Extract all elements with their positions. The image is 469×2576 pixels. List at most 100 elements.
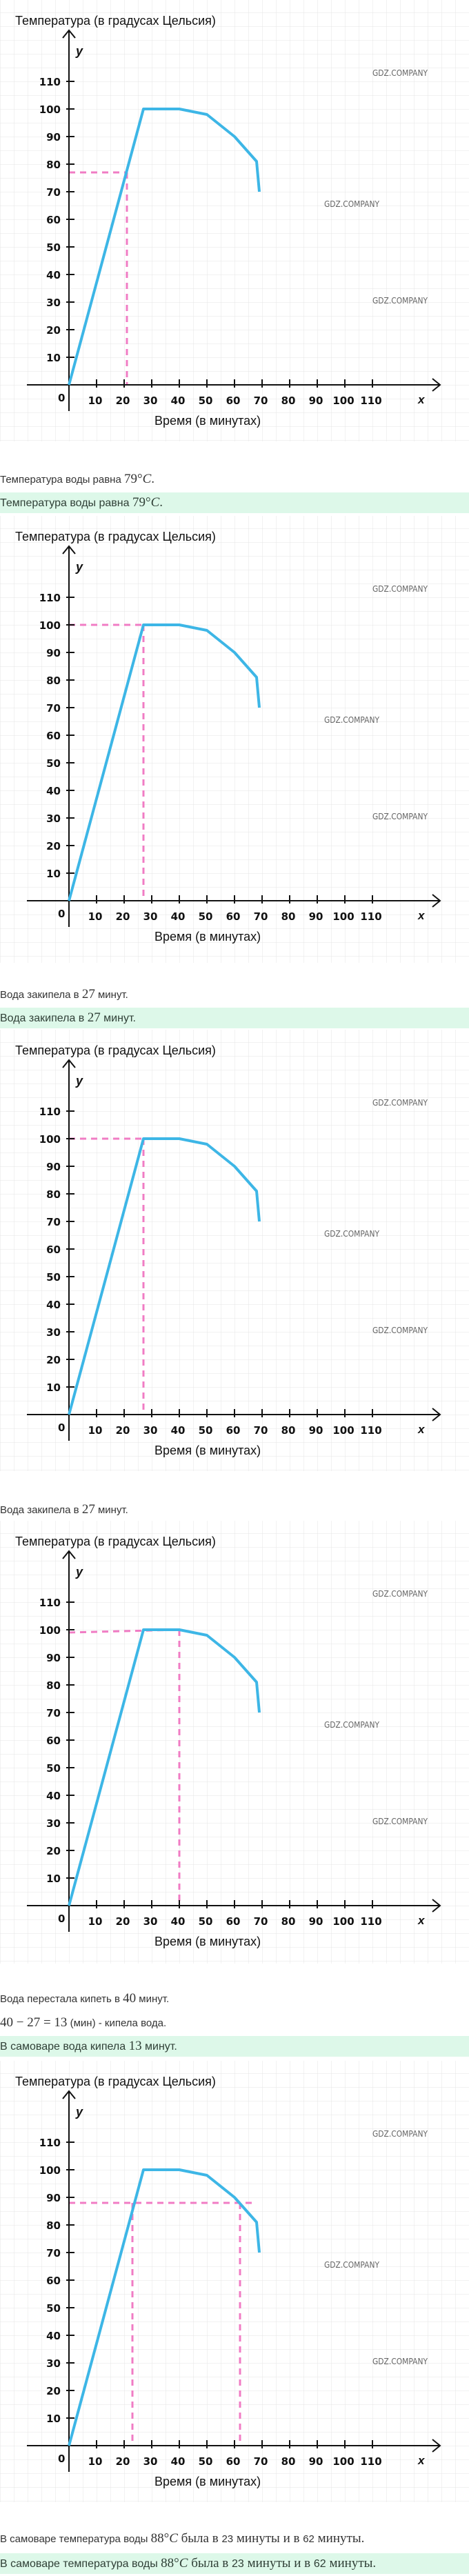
y-tick-label: 40	[46, 1790, 61, 1802]
x-tick-label: 100	[332, 1424, 354, 1437]
x-axis-title: Время (в минутах)	[154, 930, 261, 943]
x-tick-label: 10	[88, 1915, 103, 1928]
x-tick-label: 100	[332, 2455, 354, 2468]
solution-text: 40 − 27 = 13 (мин) - кипела вода.	[0, 2013, 469, 2033]
x-tick-label: 60	[226, 1915, 241, 1928]
x-tick-label: 90	[309, 2455, 323, 2468]
watermark: GDZ.COMPANY	[324, 199, 380, 209]
x-tick-label: 50	[199, 1424, 213, 1437]
x-tick-label: 30	[143, 2455, 158, 2468]
x-tick-label: 10	[88, 910, 103, 923]
y-tick-label: 70	[46, 1707, 61, 1719]
y-tick-label: 100	[39, 103, 61, 116]
math-value: 88°	[161, 2556, 179, 2570]
x-tick-label: 100	[332, 1915, 354, 1928]
y-tick-label: 80	[46, 675, 61, 687]
chart-title: Температура (в градусах Цельсия)	[15, 530, 216, 543]
math-value: C	[179, 2556, 188, 2570]
math-value: C	[169, 2531, 178, 2546]
solution-text: Температура воды равна 79°C.	[0, 469, 469, 490]
grid-background	[0, 0, 469, 441]
x-tick-label: 110	[360, 2455, 381, 2468]
watermark: GDZ.COMPANY	[372, 1326, 428, 1335]
x-tick-label: 110	[360, 1424, 381, 1437]
x-tick-label: 80	[281, 1915, 296, 1928]
watermark: GDZ.COMPANY	[324, 2260, 380, 2270]
x-tick-label: 60	[226, 1424, 241, 1437]
y-tick-label: 10	[46, 352, 61, 364]
math-value: 88°	[150, 2531, 170, 2546]
y-tick-label: 100	[39, 1133, 61, 1146]
x-tick-label: 30	[143, 395, 158, 407]
grid-background	[0, 1521, 469, 1964]
y-axis-arrow-icon	[62, 545, 76, 555]
y-tick-label: 20	[46, 1354, 61, 1366]
y-tick-label: 20	[46, 324, 61, 337]
temperature-chart: 10 20 30 40 50 60 70 80 90 100 110 10 20 30 40 50 60 70 80…	[0, 1521, 469, 1964]
x-tick-label: 80	[281, 1424, 296, 1437]
text-segment: 62	[303, 2533, 315, 2545]
watermark: GDZ.COMPANY	[372, 812, 428, 821]
watermark: GDZ.COMPANY	[372, 1589, 428, 1599]
x-tick-label: 70	[254, 1424, 268, 1437]
y-tick-label: 110	[39, 76, 61, 88]
watermark: GDZ.COMPANY	[372, 584, 428, 594]
y-tick-label: 10	[46, 2413, 61, 2425]
y-tick-label: 30	[46, 297, 61, 309]
watermark: GDZ.COMPANY	[372, 68, 428, 78]
x-tick-label: 40	[171, 1424, 186, 1437]
y-tick-label: 70	[46, 2247, 61, 2259]
text-segment: Вода закипела в	[0, 1504, 82, 1516]
y-tick-label: 50	[46, 757, 61, 770]
y-tick-label: 80	[46, 1679, 61, 1692]
y-tick-label: 60	[46, 1244, 61, 1256]
y-tick-label: 110	[39, 2137, 61, 2149]
y-tick-label: 50	[46, 2302, 61, 2315]
text-segment: В самоваре температура воды	[0, 2558, 161, 2570]
y-tick-label: 60	[46, 730, 61, 742]
math-value: .	[151, 472, 155, 486]
y-tick-label: 90	[46, 1161, 61, 1173]
y-tick-label: 30	[46, 1817, 61, 1830]
x-axis-title: Время (в минутах)	[154, 414, 261, 428]
y-tick-label: 80	[46, 2219, 61, 2232]
watermark: GDZ.COMPANY	[324, 1720, 380, 1730]
y-tick-label: 110	[39, 1597, 61, 1609]
x-tick-label: 50	[199, 910, 213, 923]
origin-label: 0	[58, 908, 65, 920]
x-tick-label: 50	[199, 2455, 213, 2468]
solution-text: В самоваре температура воды 88°C была в …	[0, 2528, 469, 2549]
solution-text: Вода закипела в 27 минут.	[0, 984, 469, 1005]
x-tick-label: 60	[226, 910, 241, 923]
chart-title: Температура (в градусах Цельсия)	[15, 1535, 216, 1548]
x-tick-label: 70	[254, 395, 268, 407]
x-tick-label: 30	[143, 1915, 158, 1928]
x-tick-label: 10	[88, 1424, 103, 1437]
watermark: GDZ.COMPANY	[324, 1229, 380, 1239]
y-axis-arrow-icon	[62, 1550, 76, 1559]
y-tick-label: 30	[46, 1326, 61, 1339]
x-axis-title: Время (в минутах)	[154, 2475, 261, 2488]
solution-text: Вода закипела в 27 минут.	[0, 1499, 469, 1520]
text-segment: Вода закипела в	[0, 1012, 88, 1024]
text-segment: минут.	[136, 1993, 170, 2005]
math-value: минуты.	[314, 2531, 365, 2546]
y-tick-label: 60	[46, 2275, 61, 2287]
text-segment: Температура воды равна	[0, 474, 124, 486]
y-tick-label: 60	[46, 1735, 61, 1747]
x-axis-letter: x	[417, 1914, 426, 1927]
text-segment: Вода перестала кипеть в	[0, 1993, 123, 2005]
y-tick-label: 10	[46, 868, 61, 880]
y-axis-arrow-icon	[62, 2090, 76, 2099]
origin-label: 0	[58, 392, 65, 404]
x-tick-label: 20	[116, 1424, 130, 1437]
y-axis-letter: y	[75, 1565, 83, 1579]
math-value: 40	[123, 1991, 137, 2006]
x-tick-label: 40	[171, 910, 186, 923]
x-axis-arrow-icon	[432, 378, 441, 392]
watermark: GDZ.COMPANY	[372, 2357, 428, 2366]
text-segment: 23	[221, 2533, 234, 2545]
y-tick-label: 50	[46, 1271, 61, 1284]
x-tick-label: 90	[309, 395, 323, 407]
y-tick-label: 40	[46, 1299, 61, 1311]
